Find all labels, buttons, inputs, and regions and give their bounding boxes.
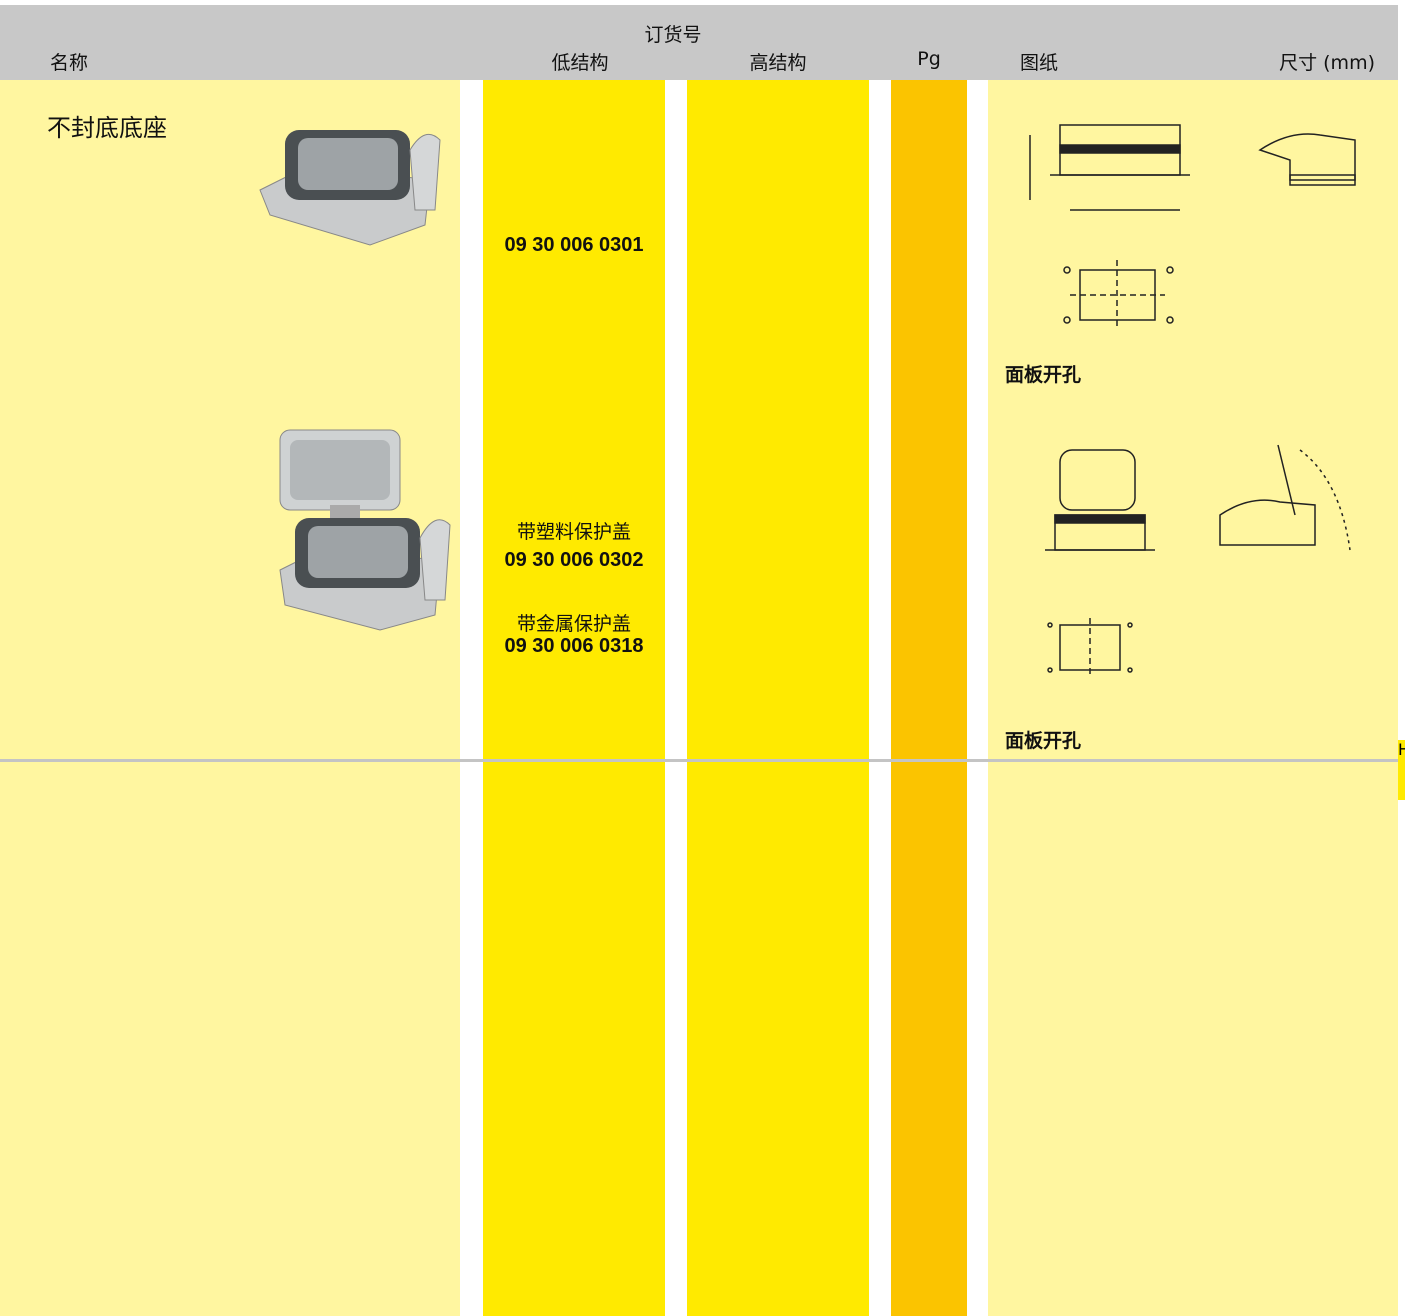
dimension-drawing <box>1045 444 1351 678</box>
header-label: Pg <box>917 48 941 70</box>
row-divider <box>0 759 1405 762</box>
header-label: 低结构 <box>551 52 609 74</box>
drawing-note: 面板开孔 <box>1005 364 1082 386</box>
name-column <box>0 80 460 1316</box>
variant-label: 带塑料保护盖 <box>516 521 632 543</box>
product-photo <box>259 130 441 246</box>
drawing-column <box>988 80 1398 1316</box>
pg-column <box>891 80 967 1316</box>
variant-label: 带金属保护盖 <box>516 613 632 635</box>
header-label: 订货号 <box>644 24 702 46</box>
product-photo <box>279 429 451 631</box>
order-number: 09 30 006 0302 <box>504 549 644 571</box>
header-label: 尺寸 (mm) <box>1279 52 1375 74</box>
header-label: 高结构 <box>749 52 807 74</box>
dimension-drawing <box>1029 124 1356 330</box>
header-band <box>0 5 1398 80</box>
product-name: 不封底底座 <box>47 114 167 142</box>
low-column <box>483 80 665 1316</box>
header-label: 名称 <box>50 52 89 74</box>
edge-tab: H <box>1398 740 1405 800</box>
high-column <box>687 80 869 1316</box>
header-label: 图纸 <box>1020 52 1059 74</box>
drawing-note: 面板开孔 <box>1005 730 1082 752</box>
order-number: 09 30 006 0318 <box>504 635 644 657</box>
order-number: 09 30 006 0301 <box>504 234 644 256</box>
